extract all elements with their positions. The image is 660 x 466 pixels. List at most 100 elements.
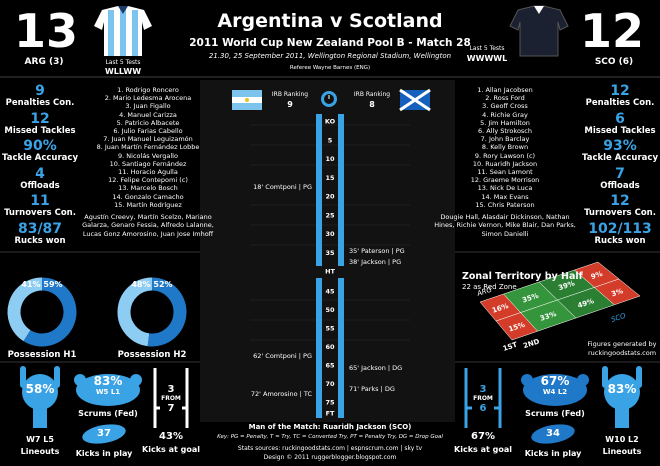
kicks-attempted: 7	[167, 403, 175, 414]
timeline-label: 70	[325, 380, 335, 388]
player: 15. Chris Paterson	[475, 200, 535, 209]
possession-title: Possession H1	[8, 350, 77, 360]
timeline-label: 35	[325, 249, 335, 257]
stat-label: Turnovers Con.	[4, 208, 76, 218]
player: 3. Juan Figallo	[125, 102, 171, 111]
home-scrum-icon-circle	[130, 374, 142, 386]
player: 2. Ross Ford	[485, 94, 525, 103]
stat-label: Tackle Accuracy	[582, 153, 658, 163]
timeline-label: FT	[326, 410, 335, 418]
stat-label: Missed Tackles	[4, 125, 76, 136]
timeline-label: 10	[325, 155, 335, 163]
timeline-label: 50	[325, 306, 335, 314]
scrum-label: Scrums (Fed)	[525, 409, 585, 418]
stat-value: 4	[35, 165, 45, 182]
kicks-in-play-label: Kicks in play	[524, 449, 582, 458]
stat-value: 83/87	[17, 220, 63, 237]
away-score: 12	[580, 4, 645, 58]
possession-arc	[147, 277, 187, 347]
scrum-record: W4 L2	[542, 388, 568, 396]
away-ranking: 8	[369, 100, 375, 109]
player: 4. Manuel Carizza	[119, 110, 177, 119]
player: 8. Juan Martín Fernández Lobbe	[96, 143, 200, 152]
kicks-pct: 43%	[159, 431, 183, 442]
scrum-pct: 67%	[540, 374, 570, 388]
home-goal-box	[160, 383, 182, 419]
away-lineout-icon-rect	[636, 366, 642, 388]
stat-label: Tackle Accuracy	[2, 153, 78, 163]
stat-value: 93%	[603, 138, 637, 154]
stat-label: Penalties Con.	[585, 98, 655, 108]
away-lineout-icon	[602, 366, 642, 428]
timeline-label: 30	[325, 230, 335, 238]
kicks-in-play: 34	[546, 428, 560, 439]
bench: Dougie Hall, Alasdair Dickinson, Nathan …	[434, 213, 576, 238]
away-scrum-icon-ellipse	[523, 374, 587, 406]
argentina-flag-rect	[232, 103, 262, 110]
possession-label: 41%	[21, 280, 40, 289]
home-form: WLLWW	[104, 67, 142, 76]
kicks-label: Kicks at goal	[454, 445, 512, 454]
timeline-bars-rect	[316, 114, 322, 266]
design: Design © 2011 ruggerblogger.blogspot.com	[263, 454, 397, 461]
player: 8. Kelly Brown	[481, 143, 529, 152]
centre-panel	[200, 80, 455, 422]
away-lineout-icon-rect	[602, 366, 608, 388]
lineout-label: Lineouts	[20, 447, 60, 456]
home-jersey	[94, 6, 152, 56]
kicks-from: FROM	[473, 395, 493, 402]
possession-label: 48%	[131, 280, 150, 289]
argentina-flag	[232, 90, 262, 110]
home-jersey-rect	[132, 10, 138, 56]
timeline-bars-rect	[338, 114, 344, 266]
player: 13. Marcelo Bosch	[118, 184, 178, 193]
event: 18' Comtponi | PG	[253, 183, 312, 191]
stat-label: Missed Tackles	[584, 125, 656, 136]
home-jersey-rect	[108, 10, 114, 56]
lineout-record: W7 L5	[26, 435, 54, 444]
half-label: 2ND	[522, 337, 540, 350]
kicks-from: FROM	[161, 395, 181, 402]
player: 2. Mario Ledesma Arocena	[104, 94, 192, 103]
scotland-flag-line	[399, 88, 431, 112]
possession-arc	[7, 277, 43, 342]
lineout-pct: 58%	[25, 382, 55, 396]
home-kick-icon-ellipse	[82, 424, 126, 444]
home-ranking-label: IRB Ranking	[271, 91, 309, 98]
player: 5. Jim Hamilton	[480, 118, 530, 127]
player: 7. John Barclay	[480, 135, 530, 144]
away-jersey-polygon	[534, 6, 544, 14]
player: 7. Juan Manuel Leguizamón	[103, 135, 193, 144]
argentina-flag-circle	[245, 98, 249, 102]
player: 11. Sean Lamont	[477, 168, 533, 176]
key: Key: PG = Penalty, T = Try, TC = Convert…	[217, 434, 443, 440]
stat-value: 7	[615, 165, 625, 182]
possession-arc	[23, 277, 77, 347]
kicks-in-play-label: Kicks in play	[75, 449, 133, 458]
away-kick-icon-ellipse	[531, 424, 575, 444]
kicks-in-play: 37	[97, 428, 111, 439]
possession-title: Possession H2	[118, 350, 187, 360]
home-lineout-icon-rect	[54, 366, 60, 388]
player: 14. Max Evans	[481, 192, 529, 201]
home-lineout-icon	[20, 366, 60, 428]
timeline-label: 65	[325, 362, 335, 370]
player: 3. Geoff Cross	[482, 102, 528, 111]
stat-label: Rucks won	[14, 235, 66, 246]
timeline-label: 15	[325, 174, 335, 182]
player: 10. Ruaridh Jackson	[472, 159, 538, 168]
home-scrum-icon-ellipse	[76, 374, 140, 406]
timeline-labels: KO 5 10 15 20 25 30 35 HT 45 50 55 60 65 70 75 FT	[325, 118, 336, 418]
player: 11. Horacio Agulla	[118, 168, 178, 176]
away-lineout-icon-rect	[615, 406, 629, 428]
zone-label: 3%	[610, 287, 624, 298]
home-jersey-rect	[120, 8, 126, 56]
stat-value: 9	[35, 83, 45, 99]
away-ranking-label: IRB Ranking	[353, 91, 391, 98]
zone	[593, 278, 641, 306]
kicks-pct: 67%	[471, 431, 495, 442]
stat-value: 90%	[23, 138, 57, 154]
player: 10. Santiago Fernández	[109, 159, 187, 168]
subtitle: 2011 World Cup New Zealand Pool B - Matc…	[189, 37, 471, 49]
